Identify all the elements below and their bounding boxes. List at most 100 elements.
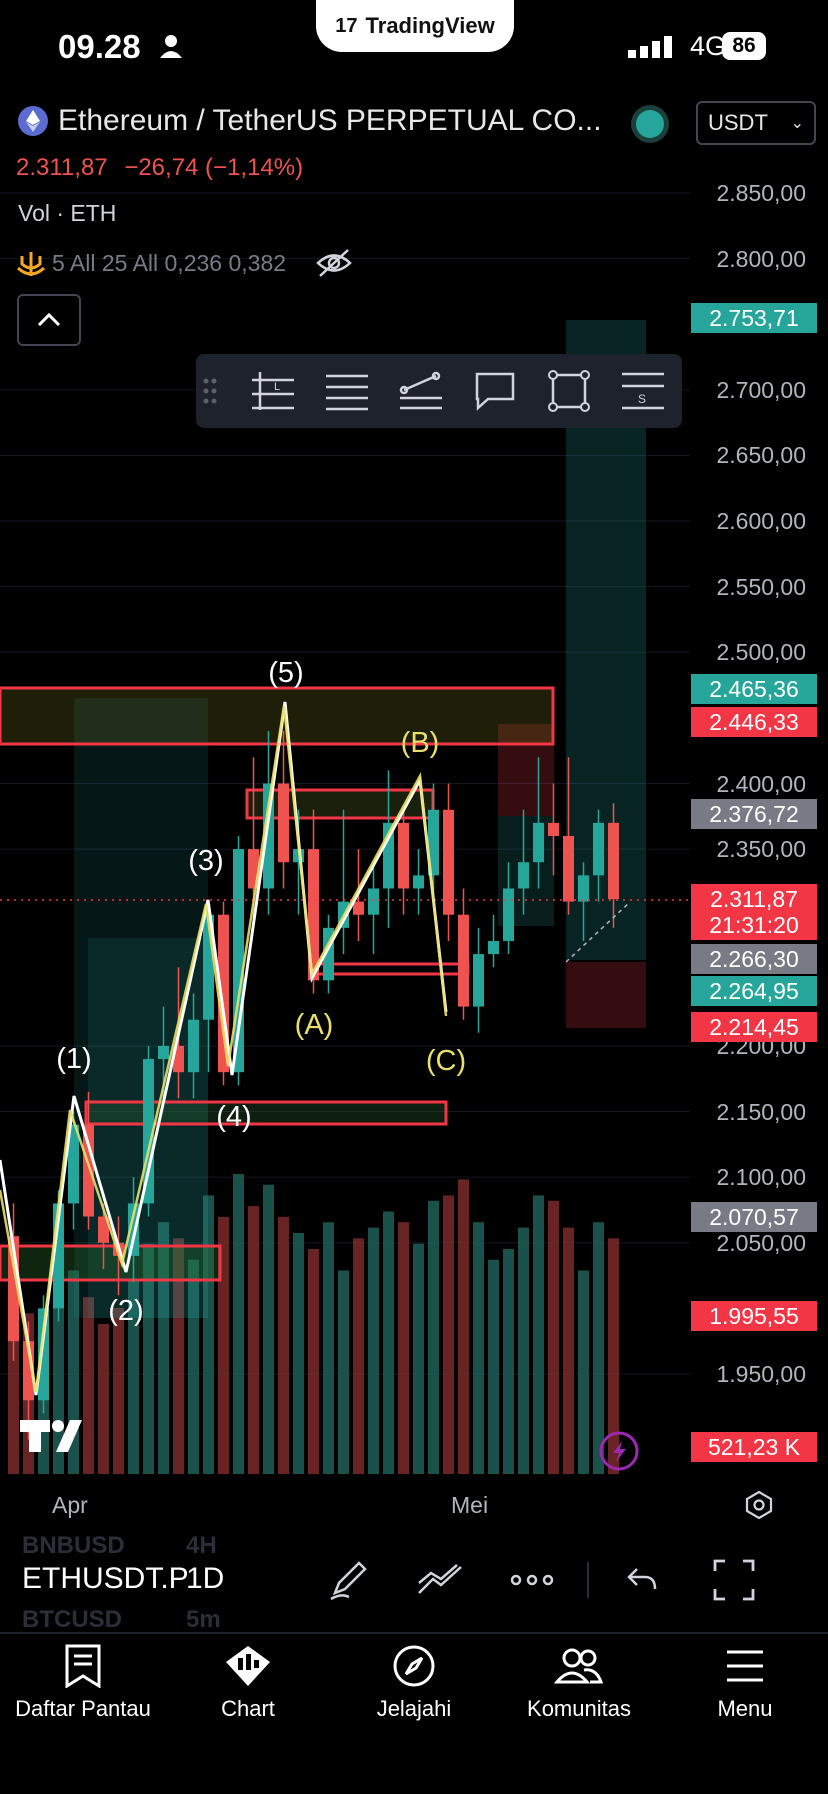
price-tag: 2.266,30	[691, 944, 817, 974]
candle	[173, 1045, 184, 1073]
hamburger-icon	[727, 1650, 763, 1682]
nav-watchlist[interactable]: Daftar Pantau	[0, 1644, 166, 1722]
candle	[83, 1124, 94, 1217]
volume-bar	[98, 1324, 109, 1474]
candle	[53, 1203, 64, 1309]
volume-bar	[203, 1195, 214, 1474]
network-type: 4G	[690, 31, 727, 61]
volume-bar	[398, 1222, 409, 1474]
candle	[518, 862, 529, 889]
tradingview-pill: 17 TradingView	[316, 0, 514, 52]
price-tag: 2.376,72	[691, 799, 817, 829]
more-icon[interactable]	[508, 1556, 556, 1604]
volume-legend[interactable]: Vol · ETH	[18, 200, 117, 226]
date-label-apr: Apr	[52, 1492, 88, 1518]
volume-bar	[68, 1270, 79, 1474]
wave-label-2: (2)	[108, 1295, 143, 1327]
price-tag: 2.311,87	[691, 884, 817, 914]
volume-bar	[473, 1222, 484, 1474]
price-change-row: 2.311,87 −26,74 (−1,14%)	[16, 154, 303, 182]
candle	[38, 1308, 49, 1401]
volume-bar	[533, 1195, 544, 1474]
fullscreen-icon[interactable]	[710, 1556, 758, 1604]
ethereum-icon	[18, 106, 48, 136]
candle	[203, 914, 214, 1020]
wave-label-5: (5)	[268, 657, 303, 689]
short-position-tool-icon[interactable]: S	[616, 364, 670, 418]
date-label-mei: Mei	[451, 1492, 489, 1518]
candle	[548, 822, 559, 836]
candle	[218, 914, 229, 1073]
brand-name: TradingView	[365, 13, 495, 38]
candle	[383, 822, 394, 889]
wave-label-c: (C)	[426, 1045, 466, 1077]
nav-menu[interactable]: Menu	[662, 1644, 828, 1722]
volume-bar	[578, 1270, 589, 1474]
volume-bar	[338, 1270, 349, 1474]
currency-select[interactable]: USDT ⌄	[696, 101, 816, 145]
drag-handle-icon[interactable]	[198, 364, 222, 418]
volume-bar	[158, 1222, 169, 1474]
drawing-floating-toolbar: L S	[196, 354, 682, 428]
svg-text:L: L	[274, 381, 280, 393]
chart-settings-icon[interactable]	[744, 1490, 774, 1520]
candle	[398, 822, 409, 889]
collapse-legend-button[interactable]	[17, 294, 81, 346]
tv-logo-icon: 17	[335, 14, 358, 37]
volume-bar	[143, 1243, 154, 1474]
nav-label: Jelajahi	[376, 1696, 452, 1721]
volume-bar	[443, 1195, 454, 1474]
supply-zone-box	[0, 686, 555, 746]
volume-bar	[53, 1286, 64, 1474]
nav-community[interactable]: Komunitas	[496, 1644, 662, 1722]
nav-explore[interactable]: Jelajahi	[331, 1644, 497, 1722]
volume-bar	[173, 1238, 184, 1474]
price-axis-label: 2.350,00	[716, 836, 806, 863]
nav-chart[interactable]: Chart	[165, 1644, 331, 1722]
volume-bar	[593, 1222, 604, 1474]
price-axis-label: 2.500,00	[716, 639, 806, 666]
last-price: 2.311,87	[16, 154, 108, 181]
ghost-ticker: BNBUSD	[22, 1532, 125, 1559]
price-tag: 1.995,55	[691, 1301, 817, 1331]
long-position-tool-icon[interactable]: L	[246, 364, 300, 418]
price-axis-label: 2.100,00	[716, 1164, 806, 1191]
battery-level: 86	[722, 32, 766, 60]
market-open-indicator[interactable]	[636, 110, 664, 138]
candle	[233, 849, 244, 1073]
symbol-title-row[interactable]: Ethereum / TetherUS PERPETUAL CO...	[18, 104, 602, 138]
volume-bar	[458, 1179, 469, 1474]
volume-bar	[83, 1297, 94, 1474]
clock: 09.28	[58, 28, 141, 65]
chevron-up-icon	[37, 313, 61, 327]
interval-selector[interactable]: 1D	[186, 1562, 225, 1595]
pen-icon[interactable]	[324, 1556, 372, 1604]
nav-label: Chart	[221, 1696, 275, 1721]
volume-bar	[548, 1200, 559, 1474]
trend-fib-tool-icon[interactable]	[394, 364, 448, 418]
undo-icon[interactable]	[618, 1556, 666, 1604]
trendline-tool-icon[interactable]	[416, 1556, 464, 1604]
impulse-wave-line	[0, 701, 448, 1396]
symbol-title: Ethereum / TetherUS PERPETUAL CO...	[58, 104, 602, 137]
indicator-legend: 5 All 25 All 0,236 0,382	[52, 249, 287, 276]
rectangle-tool-icon[interactable]	[542, 364, 596, 418]
comment-icon[interactable]	[468, 364, 522, 418]
candle	[563, 835, 574, 902]
candle	[368, 888, 379, 915]
symbol-selector[interactable]: ETHUSDT.P	[22, 1562, 189, 1595]
chevron-down-icon: ⌄	[790, 115, 804, 132]
eye-off-icon[interactable]	[316, 248, 352, 278]
horizontal-lines-tool-icon[interactable]	[320, 364, 374, 418]
indicator-legend-row[interactable]: 5 All 25 All 0,236 0,382	[16, 248, 352, 278]
volume-bar	[428, 1200, 439, 1474]
volume-bar	[8, 1249, 19, 1474]
volume-bar	[518, 1227, 529, 1474]
short-zone-2	[498, 724, 554, 816]
nav-label: Komunitas	[527, 1696, 631, 1721]
volume-bar	[218, 1216, 229, 1474]
volume-bar	[488, 1259, 499, 1474]
range-box-bottom	[310, 962, 470, 976]
volume-bar	[248, 1206, 259, 1474]
